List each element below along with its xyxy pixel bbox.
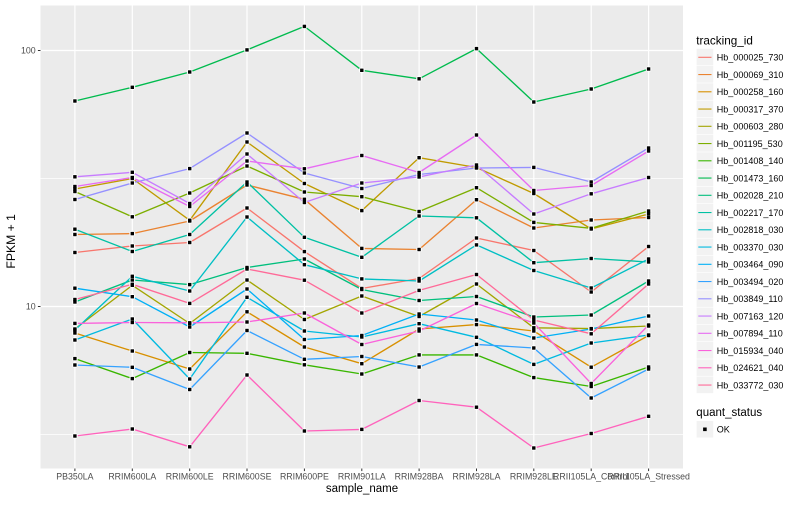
svg-text:Hb_000025_730: Hb_000025_730 xyxy=(717,53,784,63)
svg-text:RRII105LA_Stressed: RRII105LA_Stressed xyxy=(607,472,690,482)
svg-text:Hb_015934_040: Hb_015934_040 xyxy=(717,346,784,356)
svg-text:Hb_001195_530: Hb_001195_530 xyxy=(717,139,783,149)
svg-text:Hb_007163_120: Hb_007163_120 xyxy=(717,311,784,321)
svg-text:Hb_000069_310: Hb_000069_310 xyxy=(717,70,784,80)
svg-text:Hb_002818_030: Hb_002818_030 xyxy=(717,225,784,235)
svg-text:tracking_id: tracking_id xyxy=(696,35,753,48)
svg-text:10: 10 xyxy=(26,302,36,312)
svg-text:RRIM600LE: RRIM600LE xyxy=(166,472,214,482)
svg-text:Hb_003370_030: Hb_003370_030 xyxy=(717,242,784,252)
svg-text:Hb_033772_030: Hb_033772_030 xyxy=(717,380,784,390)
svg-text:quant_status: quant_status xyxy=(696,407,762,419)
svg-text:PB350LA: PB350LA xyxy=(56,472,93,482)
svg-text:RRIM928LA: RRIM928LA xyxy=(453,472,501,482)
svg-text:RRIM901LA: RRIM901LA xyxy=(338,472,386,482)
svg-text:Hb_000317_370: Hb_000317_370 xyxy=(717,104,784,114)
svg-text:Hb_003464_090: Hb_003464_090 xyxy=(717,260,784,270)
svg-text:RRIM928BA: RRIM928BA xyxy=(395,472,444,482)
svg-text:RRIM600SE: RRIM600SE xyxy=(223,472,272,482)
svg-text:OK: OK xyxy=(717,425,730,435)
svg-text:100: 100 xyxy=(21,46,36,56)
svg-text:Hb_002028_210: Hb_002028_210 xyxy=(717,191,784,201)
svg-text:RRIM600PE: RRIM600PE xyxy=(280,472,329,482)
svg-text:Hb_001473_160: Hb_001473_160 xyxy=(717,173,784,183)
svg-text:RRIM600LA: RRIM600LA xyxy=(108,472,156,482)
svg-text:Hb_003849_110: Hb_003849_110 xyxy=(717,294,783,304)
svg-text:Hb_001408_140: Hb_001408_140 xyxy=(717,156,784,166)
svg-text:RRIM928LE: RRIM928LE xyxy=(510,472,558,482)
svg-text:Hb_003494_020: Hb_003494_020 xyxy=(717,277,784,287)
svg-text:FPKM + 1: FPKM + 1 xyxy=(4,214,18,269)
svg-text:Hb_002217_170: Hb_002217_170 xyxy=(717,208,784,218)
svg-text:Hb_024621_040: Hb_024621_040 xyxy=(717,363,784,373)
svg-text:Hb_007894_110: Hb_007894_110 xyxy=(717,329,783,339)
svg-text:Hb_000603_280: Hb_000603_280 xyxy=(717,122,784,132)
svg-text:Hb_000258_160: Hb_000258_160 xyxy=(717,87,784,97)
svg-text:RRII105LA_Control: RRII105LA_Control xyxy=(553,472,629,482)
svg-text:sample_name: sample_name xyxy=(326,483,398,495)
